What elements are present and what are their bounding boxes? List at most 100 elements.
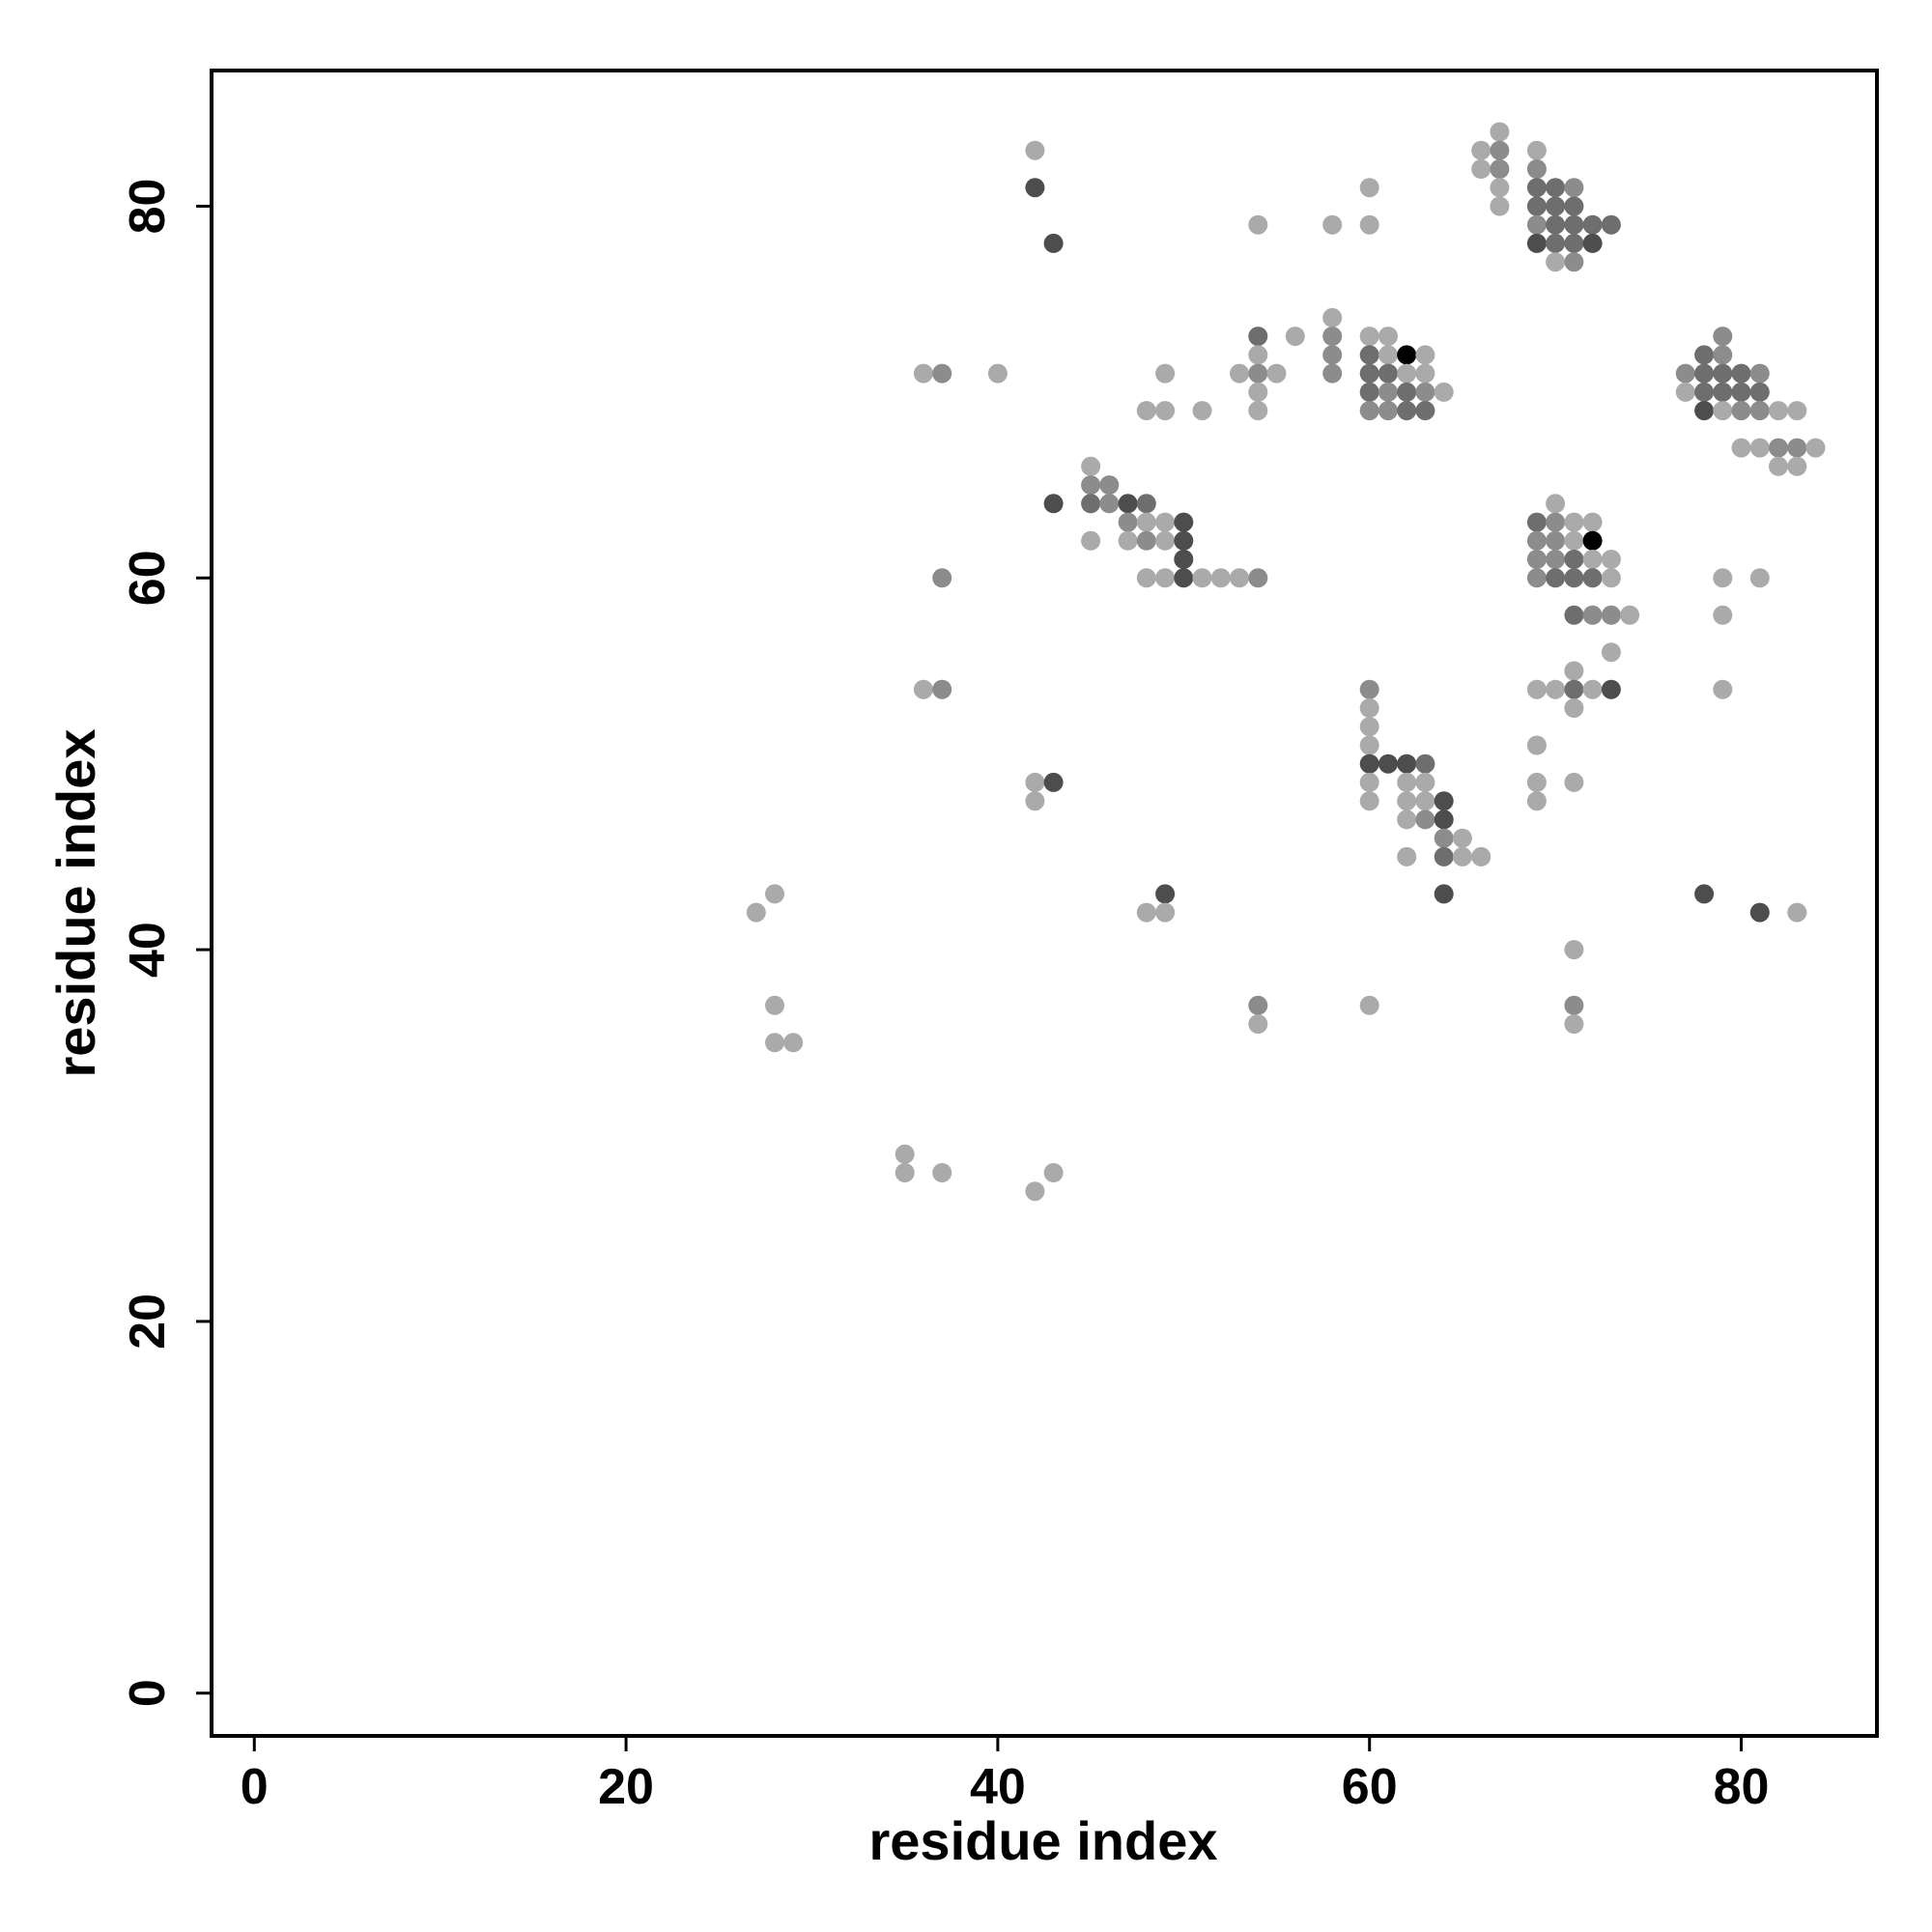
- data-point: [1526, 159, 1547, 179]
- data-point: [1434, 791, 1454, 811]
- data-point: [1081, 475, 1101, 496]
- data-point: [1248, 214, 1268, 235]
- data-point: [1490, 159, 1510, 179]
- data-point: [1546, 679, 1566, 699]
- data-point: [1248, 995, 1268, 1015]
- data-point: [1713, 327, 1733, 347]
- data-point: [1564, 568, 1584, 588]
- data-point: [1526, 791, 1547, 811]
- data-point: [1378, 401, 1398, 421]
- data-point: [1322, 363, 1343, 384]
- data-point: [1564, 698, 1584, 718]
- data-point: [932, 568, 952, 588]
- data-point: [1564, 1014, 1584, 1035]
- data-point: [1749, 568, 1770, 588]
- data-point: [1118, 494, 1138, 514]
- data-point: [1805, 438, 1826, 458]
- data-point: [1546, 550, 1566, 569]
- data-point: [1397, 345, 1417, 365]
- data-point: [1359, 717, 1379, 737]
- data-point: [1526, 196, 1547, 216]
- data-point: [1564, 196, 1584, 216]
- y-tick-label: 80: [120, 179, 176, 235]
- data-point: [1787, 902, 1807, 923]
- x-tick-label: 0: [241, 1759, 269, 1815]
- data-point: [1694, 401, 1715, 421]
- data-point: [1043, 1163, 1064, 1182]
- plot-frame: [210, 69, 1879, 1738]
- data-point: [1564, 233, 1584, 253]
- data-point: [1731, 363, 1751, 384]
- y-axis: 0 20 40 60 80: [120, 179, 212, 1707]
- data-point: [1043, 772, 1064, 792]
- data-point: [1601, 214, 1621, 235]
- data-point: [1378, 753, 1398, 774]
- data-point: [1675, 382, 1695, 402]
- data-point: [1546, 252, 1566, 272]
- data-point: [1155, 512, 1176, 532]
- data-point: [1694, 382, 1715, 402]
- data-point: [1397, 791, 1417, 811]
- data-point: [1118, 530, 1138, 551]
- data-point: [1378, 382, 1398, 402]
- data-point: [1415, 345, 1435, 365]
- data-point: [1285, 327, 1305, 347]
- data-point: [1471, 159, 1492, 179]
- data-point: [1397, 810, 1417, 830]
- data-point: [1582, 233, 1603, 253]
- data-point: [1731, 438, 1751, 458]
- data-point: [1136, 401, 1156, 421]
- data-point: [1749, 401, 1770, 421]
- data-point: [1713, 382, 1733, 402]
- x-tick-label: 40: [970, 1759, 1026, 1815]
- data-point: [1099, 494, 1120, 514]
- data-point: [1434, 810, 1454, 830]
- data-point: [1564, 512, 1584, 532]
- data-point: [1526, 214, 1547, 235]
- data-point: [1359, 679, 1379, 699]
- data-point: [783, 1033, 804, 1053]
- data-point: [1192, 568, 1212, 588]
- data-point: [1248, 568, 1268, 588]
- data-point: [1378, 345, 1398, 365]
- data-point: [1378, 363, 1398, 384]
- data-point: [1564, 214, 1584, 235]
- data-point: [1713, 605, 1733, 625]
- data-point: [1546, 178, 1566, 198]
- data-point: [1230, 568, 1249, 588]
- data-point: [1415, 772, 1435, 792]
- data-point: [895, 1163, 915, 1182]
- data-point: [1564, 605, 1584, 625]
- x-axis-label: residue index: [868, 1810, 1217, 1871]
- data-point: [1452, 846, 1472, 867]
- data-point: [1136, 512, 1156, 532]
- data-point: [1564, 530, 1584, 551]
- x-axis: 0 20 40 60 80: [241, 1736, 1769, 1815]
- data-point: [1081, 494, 1101, 514]
- data-point: [1526, 679, 1547, 699]
- data-point: [913, 679, 933, 699]
- data-point: [746, 902, 766, 923]
- data-point: [1564, 940, 1584, 960]
- data-point: [1787, 401, 1807, 421]
- data-point: [765, 1033, 784, 1053]
- data-point: [1415, 791, 1435, 811]
- data-point: [1210, 568, 1231, 588]
- data-point: [932, 679, 952, 699]
- data-point: [1526, 772, 1547, 792]
- data-point: [1155, 401, 1176, 421]
- y-tick-label: 40: [120, 922, 176, 978]
- data-point: [1155, 884, 1176, 904]
- data-point: [1620, 605, 1640, 625]
- data-point: [1415, 810, 1435, 830]
- data-point: [1359, 345, 1379, 365]
- data-point: [1155, 902, 1176, 923]
- data-point: [1713, 568, 1733, 588]
- data-point: [1713, 363, 1733, 384]
- data-point: [1230, 363, 1249, 384]
- data-point: [1452, 828, 1472, 848]
- data-point: [1564, 995, 1584, 1015]
- data-point: [1025, 791, 1045, 811]
- data-point: [1136, 494, 1156, 514]
- data-point: [1434, 382, 1454, 402]
